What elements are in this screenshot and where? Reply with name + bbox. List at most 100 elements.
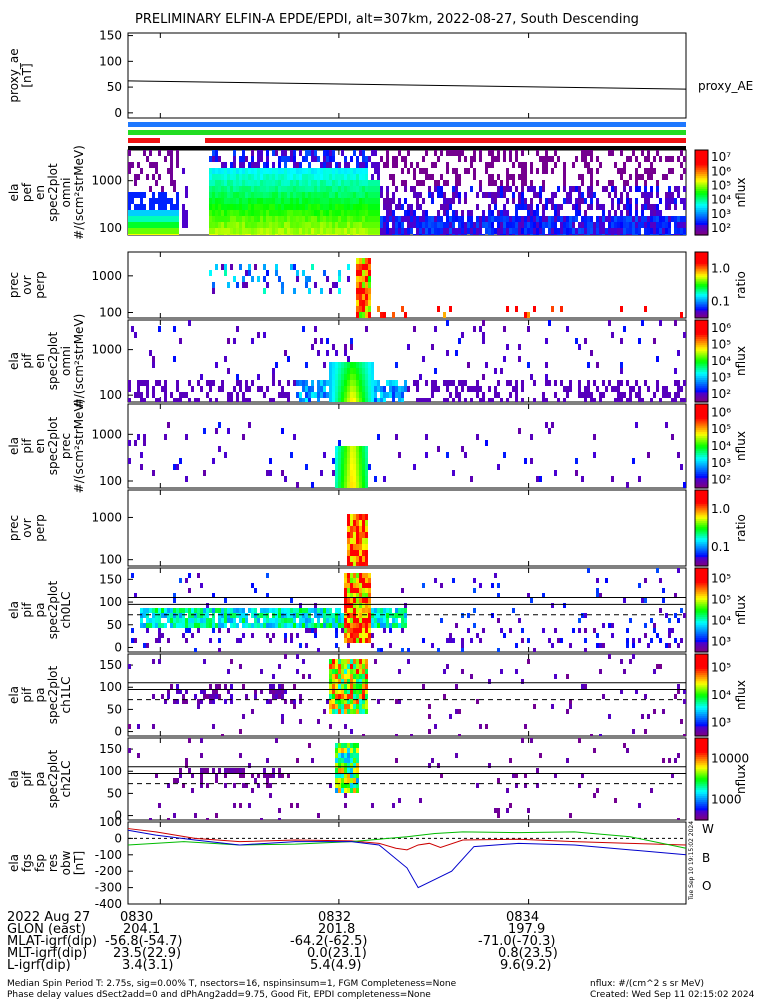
heatmap-cell — [419, 798, 422, 803]
y-tick-label: 100 — [99, 54, 122, 68]
heatmap-cell — [362, 689, 365, 694]
heatmap-cell — [329, 192, 332, 198]
heatmap-cell — [335, 204, 338, 210]
heatmap-cell — [359, 380, 362, 386]
heatmap-cell — [527, 362, 530, 368]
heatmap-cell — [482, 216, 485, 222]
heatmap-cell — [272, 192, 275, 198]
heatmap-cell — [341, 618, 344, 623]
heatmap-cell — [338, 783, 341, 788]
heatmap-cell — [344, 464, 347, 470]
heatmap-cell — [284, 618, 287, 623]
heatmap-cell — [254, 186, 257, 192]
heatmap-cell — [167, 818, 170, 820]
heatmap-cell — [362, 228, 365, 234]
heatmap-cell — [452, 210, 455, 216]
heatmap-cell — [353, 709, 356, 714]
heatmap-cell — [239, 608, 242, 613]
heatmap-cell — [314, 628, 317, 633]
heatmap-cell — [164, 204, 167, 210]
heatmap-cell — [233, 222, 236, 228]
heatmap-cell — [533, 222, 536, 228]
heatmap-cell — [608, 180, 611, 186]
heatmap-cell — [602, 392, 605, 398]
heatmap-cell — [149, 186, 152, 192]
heatmap-cell — [500, 210, 503, 216]
heatmap-cell — [608, 714, 611, 719]
heatmap-cell — [158, 803, 161, 808]
heatmap-cell — [578, 186, 581, 192]
colorbar-step — [695, 529, 708, 533]
heatmap-cell — [224, 186, 227, 192]
heatmap-cell — [275, 210, 278, 216]
heatmap-cell — [308, 623, 311, 628]
heatmap-cell — [176, 684, 179, 689]
heatmap-cell — [590, 392, 593, 398]
heatmap-cell — [341, 623, 344, 628]
colorbar-step — [695, 433, 708, 437]
heatmap-cell — [401, 613, 404, 618]
heatmap-cell — [335, 709, 338, 714]
heatmap-cell — [365, 258, 368, 264]
heatmap-cell — [668, 633, 671, 638]
heatmap-cell — [620, 174, 623, 180]
heatmap-cell — [347, 578, 350, 583]
heatmap-cell — [338, 699, 341, 704]
heatmap-cell — [128, 748, 131, 753]
heatmap-cell — [227, 282, 230, 288]
heatmap-cell — [359, 573, 362, 578]
heatmap-cell — [488, 234, 491, 235]
heatmap-cell — [260, 669, 263, 674]
heatmap-cell — [533, 228, 536, 234]
heatmap-cell — [362, 628, 365, 633]
heatmap-cell — [530, 222, 533, 228]
heatmap-cell — [308, 398, 311, 402]
heatmap-cell — [659, 638, 662, 643]
heatmap-cell — [176, 608, 179, 613]
heatmap-cell — [266, 174, 269, 180]
heatmap-cell — [359, 593, 362, 598]
heatmap-cell — [500, 180, 503, 186]
heatmap-cell — [446, 350, 449, 356]
colorbar-step — [695, 481, 708, 485]
heatmap-cell — [641, 150, 644, 156]
heatmap-cell — [506, 210, 509, 216]
heatmap-cell — [383, 198, 386, 204]
heatmap-cell — [239, 264, 242, 270]
heatmap-cell — [623, 598, 626, 603]
heatmap-cell — [128, 216, 131, 222]
heatmap-cell — [350, 526, 353, 532]
heatmap-cell — [368, 216, 371, 222]
heatmap-cell — [341, 664, 344, 669]
heatmap-cell — [362, 699, 365, 704]
heatmap-cell — [233, 228, 236, 234]
heatmap-cell — [518, 222, 521, 228]
heatmap-cell — [515, 773, 518, 778]
heatmap-cell — [647, 174, 650, 180]
heatmap-cell — [332, 216, 335, 222]
heatmap-cell — [500, 368, 503, 374]
heatmap-cell — [344, 362, 347, 368]
heatmap-cell — [371, 204, 374, 210]
heatmap-cell — [350, 458, 353, 464]
heatmap-cell — [227, 392, 230, 398]
heatmap-cell — [251, 583, 254, 588]
heatmap-cell — [362, 174, 365, 180]
heatmap-cell — [305, 464, 308, 470]
heatmap-cell — [398, 392, 401, 398]
heatmap-cell — [560, 306, 563, 312]
heatmap-cell — [341, 709, 344, 714]
heatmap-cell — [152, 234, 155, 235]
heatmap-cell — [245, 380, 248, 386]
heatmap-cell — [656, 234, 659, 235]
heatmap-cell — [281, 150, 284, 156]
heatmap-cell — [221, 234, 224, 235]
heatmap-cell — [650, 228, 653, 234]
heatmap-cell — [365, 588, 368, 593]
heatmap-cell — [371, 234, 374, 235]
heatmap-cell — [428, 174, 431, 180]
heatmap-cell — [353, 748, 356, 753]
colorbar-tick-label: 10⁵ — [711, 178, 731, 192]
heatmap-cell — [236, 768, 239, 773]
heatmap-cell — [488, 210, 491, 216]
